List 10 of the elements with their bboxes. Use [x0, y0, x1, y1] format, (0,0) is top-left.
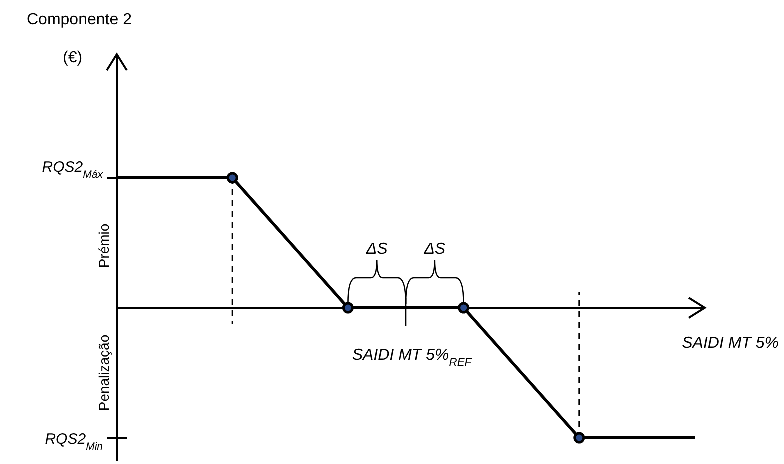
annotation: SAIDI MT 5%$_{REF}$: [352, 347, 473, 369]
text: (€): [63, 50, 83, 66]
annotation: ΔS: [423, 241, 446, 258]
text: Penalização: [96, 334, 112, 412]
text: RQS2$_{Min}$: [45, 431, 104, 453]
text: Prémio: [96, 224, 112, 268]
x-axis-title: SAIDI MT 5%: [682, 335, 779, 352]
text: Componente 2: [27, 12, 132, 28]
annotation: ΔS: [365, 241, 388, 258]
text: RQS2$_{Máx}$: [42, 159, 104, 181]
